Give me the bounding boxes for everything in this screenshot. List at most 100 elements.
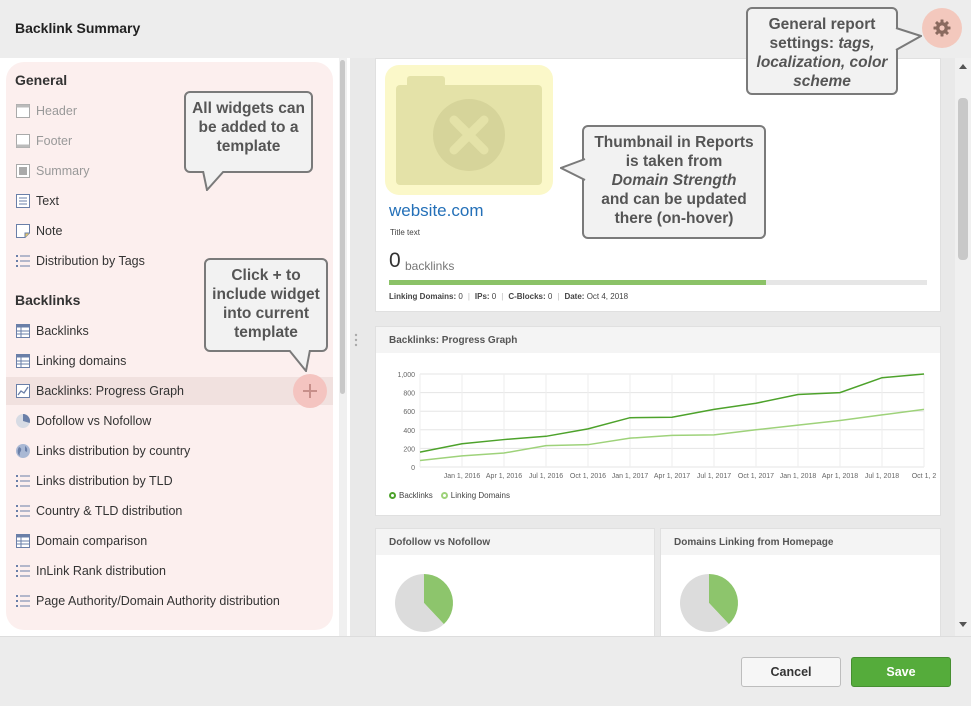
splitter-grip-icon	[354, 333, 358, 347]
widget-item-dofollow[interactable]: Dofollow vs Nofollow	[6, 407, 333, 435]
right-scrollbar-thumb[interactable]	[958, 98, 968, 260]
callout-tail	[895, 27, 922, 51]
callout-widgets: All widgets can be added to a template	[184, 91, 313, 173]
summary-stats: Linking Domains: 0 | IPs: 0 | C-Blocks: …	[389, 292, 629, 301]
panel-splitter[interactable]	[350, 58, 362, 636]
legend-label: Linking Domains	[450, 491, 510, 500]
legend-label: Backlinks	[399, 491, 433, 500]
scroll-up-icon[interactable]	[959, 64, 967, 69]
list-icon	[16, 255, 30, 267]
line-chart-icon	[16, 384, 30, 398]
widget-item-label: Header	[36, 104, 77, 118]
widget-item-by-tld[interactable]: Links distribution by TLD	[6, 467, 333, 495]
widget-item-distribution-tags[interactable]: Distribution by Tags	[6, 247, 333, 275]
x-tick-label: Jan 1, 2018	[780, 473, 817, 480]
x-tick-label: Jan 1, 2016	[444, 473, 481, 480]
widget-item-summary: Summary	[6, 157, 333, 185]
y-tick-label: 200	[403, 446, 415, 453]
list-icon	[16, 505, 30, 517]
summary-widget[interactable]: website.com Title text 0 backlinks Linki…	[375, 58, 941, 312]
table-icon	[16, 354, 30, 368]
section-general: General	[15, 72, 68, 88]
widget-item-label: Linking domains	[36, 354, 127, 368]
backlinks-count: 0	[389, 249, 401, 272]
x-tick-label: Apr 1, 2016	[486, 473, 522, 480]
widget-item-label: Backlinks: Progress Graph	[36, 384, 184, 398]
widget-item-pa-da[interactable]: Page Authority/Domain Authority distribu…	[6, 587, 333, 615]
site-link[interactable]: website.com	[389, 201, 484, 220]
list-icon	[16, 595, 30, 607]
widget-item-label: Domain comparison	[36, 534, 148, 548]
globe-icon	[16, 444, 30, 458]
stat-label: Linking Domains:	[389, 292, 457, 301]
gear-icon	[933, 19, 951, 37]
stat-label: C-Blocks:	[508, 292, 546, 301]
widget-item-label: InLink Rank distribution	[36, 564, 166, 578]
pie-chart-icon	[16, 414, 30, 428]
pie-slice	[680, 574, 729, 632]
pie-slice	[424, 574, 453, 625]
widget-item-label: Text	[36, 194, 59, 208]
widget-item-label: Note	[36, 224, 63, 238]
progress-graph-widget[interactable]: Backlinks: Progress Graph 0 200 400 600 800 1…	[375, 326, 941, 516]
note-icon	[16, 224, 30, 238]
domains-homepage-pie-chart	[680, 574, 738, 632]
y-tick-label: 1,000	[397, 372, 415, 379]
widget-item-label: Summary	[36, 164, 90, 178]
y-tick-label: 800	[403, 391, 415, 398]
callout-click-plus: Click + to include widget into current t…	[204, 258, 328, 352]
scroll-down-icon[interactable]	[959, 622, 967, 627]
site-thumbnail[interactable]	[385, 65, 553, 195]
dofollow-widget[interactable]: Dofollow vs Nofollow	[375, 528, 655, 636]
callout-tail	[560, 158, 586, 181]
widget-item-progress-graph[interactable]: Backlinks: Progress Graph	[6, 374, 333, 408]
widget-item-label: Dofollow vs Nofollow	[36, 414, 152, 428]
stat-value: Oct 4, 2018	[586, 292, 629, 301]
dialog-footer: Cancel Save	[0, 636, 971, 706]
callout-settings: General report settings: tags, localizat…	[746, 7, 898, 95]
widget-item-footer: Footer	[6, 127, 333, 155]
widget-item-header: Header	[6, 97, 333, 125]
y-tick-label: 400	[403, 428, 415, 435]
stat-value: 0	[491, 292, 497, 301]
add-widget-button[interactable]	[293, 374, 327, 408]
widget-item-text[interactable]: Text	[6, 187, 333, 215]
y-tick-label: 600	[403, 409, 415, 416]
save-button[interactable]: Save	[851, 657, 951, 687]
title-text: Title text	[390, 228, 420, 237]
left-scrollbar-thumb[interactable]	[340, 60, 345, 394]
widget-item-linking-domains[interactable]: Linking domains	[6, 347, 333, 375]
widget-item-domain-comparison[interactable]: Domain comparison	[6, 527, 333, 555]
table-icon	[16, 534, 30, 548]
widget-item-label: Backlinks	[36, 324, 89, 338]
widget-item-country-tld[interactable]: Country & TLD distribution	[6, 497, 333, 525]
settings-button[interactable]	[922, 8, 962, 48]
y-tick-label: 0	[411, 465, 415, 472]
pie-slice	[395, 574, 444, 632]
window-title: Backlink Summary	[15, 20, 141, 36]
x-tick-label: Apr 1, 2018	[822, 473, 858, 480]
domains-homepage-widget[interactable]: Domains Linking from Homepage	[660, 528, 941, 636]
section-backlinks: Backlinks	[15, 292, 81, 308]
dofollow-pie-chart	[395, 574, 453, 632]
cancel-button[interactable]: Cancel	[741, 657, 841, 687]
widget-item-label: Page Authority/Domain Authority distribu…	[36, 594, 280, 608]
widget-heading: Domains Linking from Homepage	[661, 529, 940, 555]
widget-item-label: Country & TLD distribution	[36, 504, 183, 518]
camera-placeholder-icon	[396, 76, 542, 185]
right-scrollbar[interactable]	[955, 58, 971, 636]
x-tick-label: Oct 1, 2	[912, 473, 936, 480]
left-scrollbar[interactable]	[339, 58, 347, 636]
widget-item-backlinks[interactable]: Backlinks	[6, 317, 333, 345]
footer-icon	[16, 134, 30, 148]
widget-item-note[interactable]: Note	[6, 217, 333, 245]
progress-fill	[389, 280, 766, 285]
stat-value: 0	[458, 292, 463, 301]
x-tick-label: Jul 1, 2016	[529, 473, 563, 480]
widget-item-by-country[interactable]: Links distribution by country	[6, 437, 333, 465]
widget-item-inlink-rank[interactable]: InLink Rank distribution	[6, 557, 333, 585]
callout-emphasis: Domain Strength	[611, 172, 737, 189]
plus-icon	[303, 384, 317, 398]
callout-emphasis: tags, localization, color scheme	[756, 35, 888, 90]
x-tick-label: Oct 1, 2017	[738, 473, 774, 480]
